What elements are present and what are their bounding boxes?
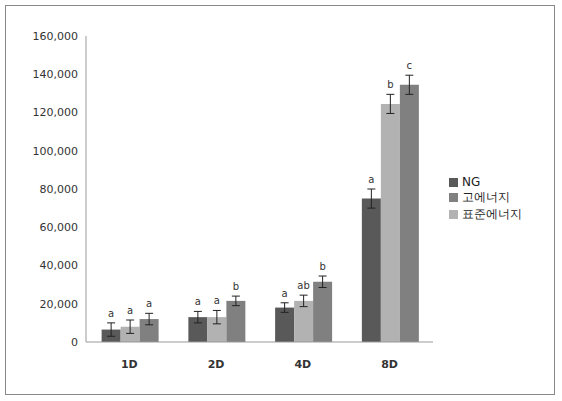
svg-text:a: a — [214, 295, 220, 306]
svg-text:a: a — [195, 296, 201, 307]
svg-text:c: c — [407, 60, 413, 71]
svg-text:40,000: 40,000 — [40, 259, 79, 272]
svg-text:a: a — [108, 308, 114, 319]
html-text:고에너지: 고에너지 — [462, 190, 510, 204]
svg-text:b: b — [387, 79, 393, 90]
svg-text:0: 0 — [71, 336, 78, 349]
svg-text:4D: 4D — [294, 358, 311, 371]
svg-text:80,000: 80,000 — [40, 183, 79, 196]
svg-text:160,000: 160,000 — [33, 30, 79, 43]
svg-text:a: a — [368, 174, 374, 185]
svg-text:140,000: 140,000 — [33, 68, 79, 81]
svg-text:2D: 2D — [208, 358, 225, 371]
svg-text:a: a — [127, 305, 133, 316]
svg-text:1D: 1D — [121, 358, 138, 371]
html-text:NG: NG — [462, 175, 481, 189]
svg-text:8D: 8D — [381, 358, 398, 371]
svg-text:60,000: 60,000 — [40, 221, 79, 234]
svg-text:b: b — [233, 281, 239, 292]
svg-text:20,000: 20,000 — [40, 298, 79, 311]
svg-text:120,000: 120,000 — [33, 106, 79, 119]
svg-text:ab: ab — [297, 280, 309, 291]
svg-text:a: a — [146, 298, 152, 309]
svg-text:b: b — [319, 261, 325, 272]
html-text:표준에너지: 표준에너지 — [462, 207, 522, 221]
svg-text:a: a — [282, 288, 288, 299]
svg-text:100,000: 100,000 — [33, 145, 79, 158]
